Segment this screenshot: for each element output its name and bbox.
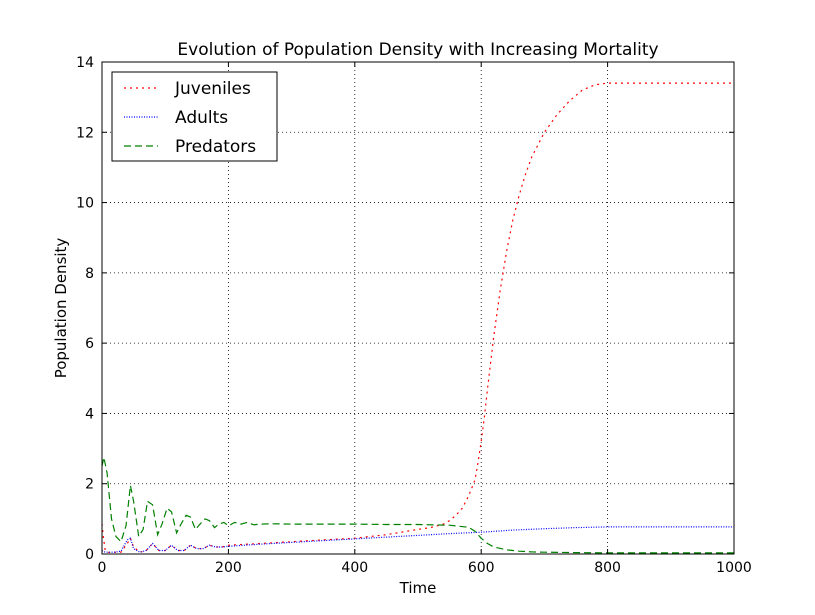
y-tick-label: 10 [76, 196, 94, 212]
y-tick-label: 12 [76, 125, 94, 141]
x-tick-label: 800 [594, 560, 621, 576]
y-tick-label: 8 [85, 266, 94, 282]
axis-ticks: 0 200 400 600 800 1000 0 2 4 6 8 10 12 14 [76, 55, 752, 576]
series-line-adults [101, 526, 734, 553]
x-tick-label: 1000 [716, 560, 752, 576]
y-axis-label: Population Density [52, 238, 70, 379]
x-tick-label: 0 [98, 560, 107, 576]
grid-lines [102, 62, 734, 554]
y-tick-label: 2 [85, 477, 94, 493]
series-line-predators [101, 457, 734, 554]
legend-label-adults: Adults [175, 108, 228, 128]
legend: Juveniles Adults Predators [111, 71, 278, 162]
series-line-juveniles [101, 82, 734, 554]
x-axis-label: Time [399, 579, 437, 597]
plot-frame [101, 61, 735, 555]
x-tick-label: 600 [468, 560, 495, 576]
y-tick-label: 4 [85, 406, 94, 422]
x-tick-label: 400 [341, 560, 368, 576]
series-layer [101, 82, 734, 554]
y-tick-label: 0 [85, 547, 94, 563]
y-tick-label: 6 [85, 336, 94, 352]
y-tick-label: 14 [76, 55, 94, 71]
legend-label-juveniles: Juveniles [174, 79, 251, 99]
chart-title: Evolution of Population Density with Inc… [177, 40, 658, 60]
x-tick-label: 200 [215, 560, 242, 576]
legend-label-predators: Predators [175, 137, 256, 157]
